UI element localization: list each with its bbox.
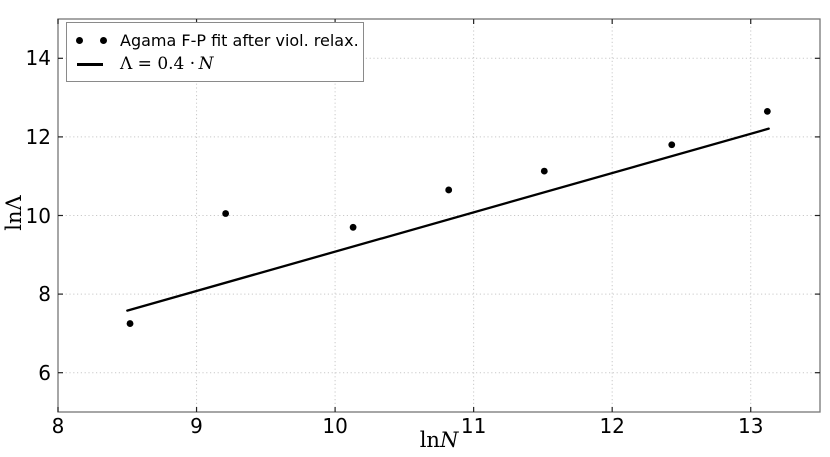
y-tick-label: 10 <box>25 203 51 228</box>
y-tick-label: 8 <box>38 282 51 307</box>
y-axis-label-prefix: ln <box>2 210 26 231</box>
x-tick-label: 9 <box>190 414 203 438</box>
data-point <box>126 320 134 327</box>
legend-label-scatter: Agama F-P fit after viol. relax. <box>120 30 359 50</box>
y-tick-label: 14 <box>25 46 51 71</box>
fit-line <box>126 127 770 312</box>
line-marker-icon <box>76 62 107 66</box>
legend-label-line: Λ = 0.4 · N <box>120 54 214 74</box>
y-tick-label: 6 <box>38 360 51 385</box>
x-axis-label-variable: N <box>439 428 459 452</box>
legend-item-scatter: Agama F-P fit after viol. relax. <box>76 29 359 51</box>
legend: Agama F-P fit after viol. relax. Λ = 0.4… <box>66 22 364 82</box>
x-tick-label: 13 <box>737 414 764 438</box>
y-tick-label: 12 <box>25 124 51 149</box>
data-point <box>668 141 676 149</box>
x-tick-label: 8 <box>51 414 65 438</box>
x-tick-label: 12 <box>599 414 625 438</box>
data-point <box>349 223 357 231</box>
y-axis-label-variable: Λ <box>2 195 26 211</box>
y-axis-label: lnΛ <box>2 172 26 254</box>
data-point <box>763 107 771 115</box>
data-point <box>222 210 230 217</box>
x-tick-label: 10 <box>322 414 348 438</box>
x-axis-label: lnN <box>339 428 539 452</box>
dot-marker-icon <box>76 36 107 44</box>
data-point <box>445 186 453 194</box>
x-axis-label-prefix: ln <box>419 428 440 452</box>
x-tick-label: 11 <box>460 414 487 438</box>
data-point <box>540 167 548 175</box>
legend-item-line: Λ = 0.4 · N <box>76 53 355 75</box>
